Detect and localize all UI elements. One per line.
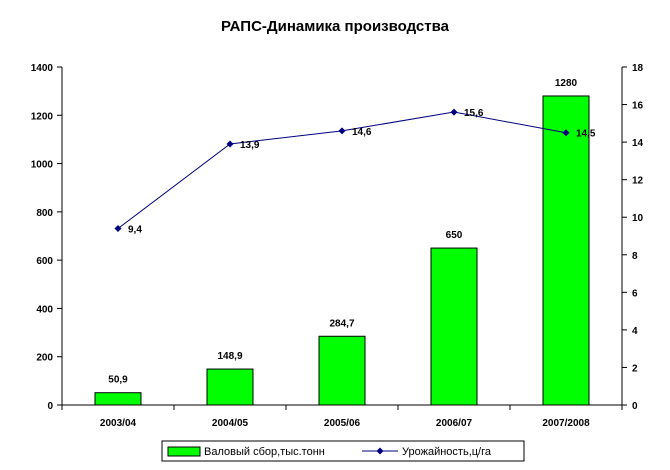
bar-data-label: 650 xyxy=(446,230,463,241)
data-labels: 50,9 148,9 284,7 650 1280 9,4 13,9 14,6 15,6 14,5 xyxy=(108,78,596,386)
line-marker xyxy=(562,129,570,137)
line-data-label: 14,5 xyxy=(576,129,596,140)
bar xyxy=(94,392,142,406)
bar-data-label: 50,9 xyxy=(108,375,128,386)
y-right-tick-label: 0 xyxy=(632,401,638,412)
bar-series xyxy=(94,95,590,406)
line-marker xyxy=(114,224,122,232)
y-right-tick-label: 10 xyxy=(632,213,644,224)
x-tick-label: 2006/07 xyxy=(436,418,473,429)
y-right-tick-label: 12 xyxy=(632,176,644,187)
y-right-tick-label: 8 xyxy=(632,251,638,262)
x-tick-label: 2003/04 xyxy=(100,418,137,429)
line-data-label: 14,6 xyxy=(352,127,372,138)
legend: Валовый сбор,тыс.тонн Урожайность,ц/га xyxy=(161,440,525,462)
line-marker xyxy=(450,108,458,116)
y-left-tick-label: 1200 xyxy=(31,111,54,122)
y-left-tick-label: 200 xyxy=(36,353,53,364)
line-data-label: 13,9 xyxy=(240,140,260,151)
line-marker xyxy=(226,140,234,148)
legend-line-label: Урожайность,ц/га xyxy=(402,446,492,458)
x-tick-label: 2007/2008 xyxy=(542,418,590,429)
y-right-tick-label: 2 xyxy=(632,363,638,374)
y-right-tick-label: 16 xyxy=(632,101,644,112)
y-right-tick-label: 18 xyxy=(632,63,644,74)
y-left-tick-label: 1000 xyxy=(31,160,54,171)
y-left-tick-label: 400 xyxy=(36,304,53,315)
line-series xyxy=(114,108,570,232)
bar-data-label: 148,9 xyxy=(217,351,242,362)
bar xyxy=(542,95,590,406)
x-tick-label: 2005/06 xyxy=(324,418,361,429)
bar xyxy=(206,368,254,406)
line-data-label: 9,4 xyxy=(128,224,142,235)
y-left-tick-label: 0 xyxy=(47,401,53,412)
line-marker xyxy=(338,127,346,135)
legend-box xyxy=(161,440,525,462)
y-right-tick-label: 4 xyxy=(632,326,638,337)
bar xyxy=(430,247,478,406)
bar xyxy=(318,335,366,406)
bar-data-label: 1280 xyxy=(555,78,578,89)
legend-line-marker xyxy=(376,447,384,455)
y-right-tick-label: 6 xyxy=(632,288,638,299)
y-left-tick-label: 800 xyxy=(36,208,53,219)
x-tick-label: 2004/05 xyxy=(212,418,249,429)
legend-bar-label: Валовый сбор,тыс.тонн xyxy=(204,446,325,458)
chart-title: РАПС-Динамика производства xyxy=(221,18,450,35)
y-left-tick-label: 1400 xyxy=(31,63,54,74)
y-left-tick-label: 600 xyxy=(36,256,53,267)
legend-bar-swatch xyxy=(167,446,201,457)
line-data-label: 15,6 xyxy=(464,108,484,119)
bar-data-label: 284,7 xyxy=(329,318,354,329)
y-right-tick-label: 14 xyxy=(632,138,644,149)
axes: 0 200 400 600 800 1000 1200 1400 0 2 4 6 8 10 12 14 16 18… xyxy=(31,63,644,429)
